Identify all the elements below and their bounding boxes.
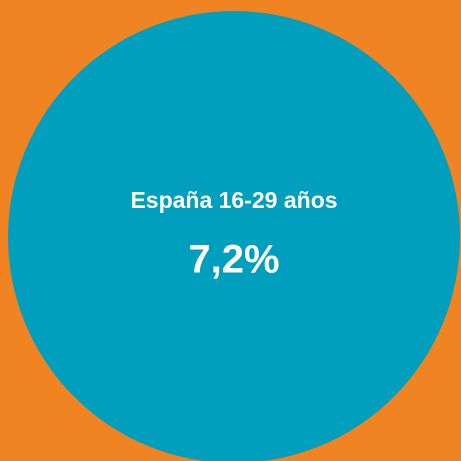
label: España 16-29 años	[130, 187, 337, 213]
value: 7,2%	[188, 238, 279, 282]
circle	[8, 11, 460, 461]
